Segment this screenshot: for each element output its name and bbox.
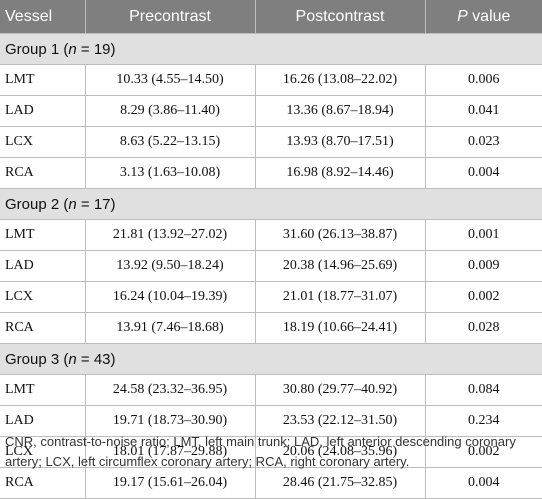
cell-p-value: 0.023	[425, 126, 542, 158]
group-label-suffix: = 17)	[76, 195, 116, 213]
cell-precontrast: 13.92 (9.50–18.24)	[85, 250, 256, 282]
header-p-value: P value	[425, 0, 542, 34]
cell-p-value: 0.028	[425, 312, 542, 344]
cell-postcontrast: 20.38 (14.96–25.69)	[255, 250, 426, 282]
cell-postcontrast: 28.46 (21.75–32.85)	[255, 467, 426, 499]
cell-vessel: LCX	[0, 436, 86, 468]
cell-precontrast: 13.91 (7.46–18.68)	[85, 312, 256, 344]
cell-postcontrast: 23.53 (22.12–31.50)	[255, 405, 426, 437]
cell-p-value: 0.002	[425, 281, 542, 313]
cell-postcontrast: 30.80 (29.77–40.92)	[255, 374, 426, 406]
cell-precontrast: 19.71 (18.73–30.90)	[85, 405, 256, 437]
cell-precontrast: 19.17 (15.61–26.04)	[85, 467, 256, 499]
cell-p-value: 0.084	[425, 374, 542, 406]
cell-vessel: LAD	[0, 405, 86, 437]
cell-precontrast: 24.58 (23.32–36.95)	[85, 374, 256, 406]
cell-vessel: LAD	[0, 250, 86, 282]
cell-postcontrast: 13.36 (8.67–18.94)	[255, 95, 426, 127]
group-n-symbol: n	[68, 40, 77, 58]
cell-vessel: LMT	[0, 219, 86, 251]
cell-precontrast: 3.13 (1.63–10.08)	[85, 157, 256, 189]
header-precontrast: Precontrast	[85, 0, 256, 34]
cell-vessel: LMT	[0, 64, 86, 96]
cell-p-value: 0.004	[425, 157, 542, 189]
table-row: LCX 8.63 (5.22–13.15) 13.93 (8.70–17.51) 0.…	[0, 126, 542, 158]
group-row: Group 1 (n = 19)	[0, 33, 542, 65]
table-row: LMT 21.81 (13.92–27.02) 31.60 (26.13–38.87…	[0, 219, 542, 251]
table-row: LAD 13.92 (9.50–18.24) 20.38 (14.96–25.69)…	[0, 250, 542, 282]
group-n-symbol: n	[68, 350, 77, 368]
cell-vessel: LCX	[0, 126, 86, 158]
group-row: Group 3 (n = 43)	[0, 343, 542, 375]
cell-vessel: RCA	[0, 312, 86, 344]
p-symbol: P	[457, 7, 468, 25]
cell-vessel: RCA	[0, 157, 86, 189]
group-label-suffix: = 19)	[76, 40, 116, 58]
table-row: LCX 18.01 (17.87–29.88) 20.06 (24.08–35.96…	[0, 436, 542, 468]
group-label: Group 3 (n = 43)	[0, 343, 542, 375]
header-row: Vessel Precontrast Postcontrast P value	[0, 0, 542, 34]
header-vessel: Vessel	[0, 0, 86, 34]
table-row: LCX 16.24 (10.04–19.39) 21.01 (18.77–31.07…	[0, 281, 542, 313]
cell-vessel: RCA	[0, 467, 86, 499]
footnote: CNR, contrast-to-noise ratio; LMT, left …	[5, 434, 516, 469]
cell-precontrast: 21.81 (13.92–27.02)	[85, 219, 256, 251]
cell-p-value: 0.041	[425, 95, 542, 127]
group-label-prefix: Group 1 (	[5, 40, 69, 58]
cell-p-value: 0.002	[425, 436, 542, 468]
cell-precontrast: 8.63 (5.22–13.15)	[85, 126, 256, 158]
cell-p-value: 0.001	[425, 219, 542, 251]
group-row: Group 2 (n = 17)	[0, 188, 542, 220]
table-row: RCA 19.17 (15.61–26.04) 28.46 (21.75–32.85…	[0, 467, 542, 499]
cell-vessel: LMT	[0, 374, 86, 406]
table-row: LAD 8.29 (3.86–11.40) 13.36 (8.67–18.94) 0.…	[0, 95, 542, 127]
group-label: Group 2 (n = 17)	[0, 188, 542, 220]
cell-postcontrast: 16.98 (8.92–14.46)	[255, 157, 426, 189]
cell-p-value: 0.009	[425, 250, 542, 282]
group-n-symbol: n	[68, 195, 77, 213]
cell-p-value: 0.006	[425, 64, 542, 96]
cell-postcontrast: 16.26 (13.08–22.02)	[255, 64, 426, 96]
table-row: LMT 24.58 (23.32–36.95) 30.80 (29.77–40.92…	[0, 374, 542, 406]
table-header: Vessel Precontrast Postcontrast P value	[0, 0, 542, 34]
cell-postcontrast: 13.93 (8.70–17.51)	[255, 126, 426, 158]
table-row: RCA 13.91 (7.46–18.68) 18.19 (10.66–24.41)…	[0, 312, 542, 344]
header-postcontrast: Postcontrast	[255, 0, 426, 34]
group-label-prefix: Group 2 (	[5, 195, 69, 213]
table-row: LMT 10.33 (4.55–14.50) 16.26 (13.08–22.02)…	[0, 64, 542, 96]
cell-vessel: LAD	[0, 95, 86, 127]
cell-precontrast: 8.29 (3.86–11.40)	[85, 95, 256, 127]
cell-postcontrast: 31.60 (26.13–38.87)	[255, 219, 426, 251]
cell-postcontrast: 18.19 (10.66–24.41)	[255, 312, 426, 344]
group-label-suffix: = 43)	[76, 350, 116, 368]
table-row: LAD 19.71 (18.73–30.90) 23.53 (22.12–31.50…	[0, 405, 542, 437]
cell-p-value: 0.234	[425, 405, 542, 437]
table-row: RCA 3.13 (1.63–10.08) 16.98 (8.92–14.46) 0.…	[0, 157, 542, 189]
cell-vessel: LCX	[0, 281, 86, 313]
cell-postcontrast: 20.06 (24.08–35.96)	[255, 436, 426, 468]
table-body: Group 1 (n = 19) LMT 10.33 (4.55–14.50) 16.…	[0, 33, 542, 499]
group-label: Group 1 (n = 19)	[0, 33, 542, 65]
p-suffix: value	[467, 7, 511, 25]
cell-precontrast: 18.01 (17.87–29.88)	[85, 436, 256, 468]
group-label-prefix: Group 3 (	[5, 350, 69, 368]
cell-precontrast: 16.24 (10.04–19.39)	[85, 281, 256, 313]
cell-p-value: 0.004	[425, 467, 542, 499]
cell-postcontrast: 21.01 (18.77–31.07)	[255, 281, 426, 313]
cell-precontrast: 10.33 (4.55–14.50)	[85, 64, 256, 96]
